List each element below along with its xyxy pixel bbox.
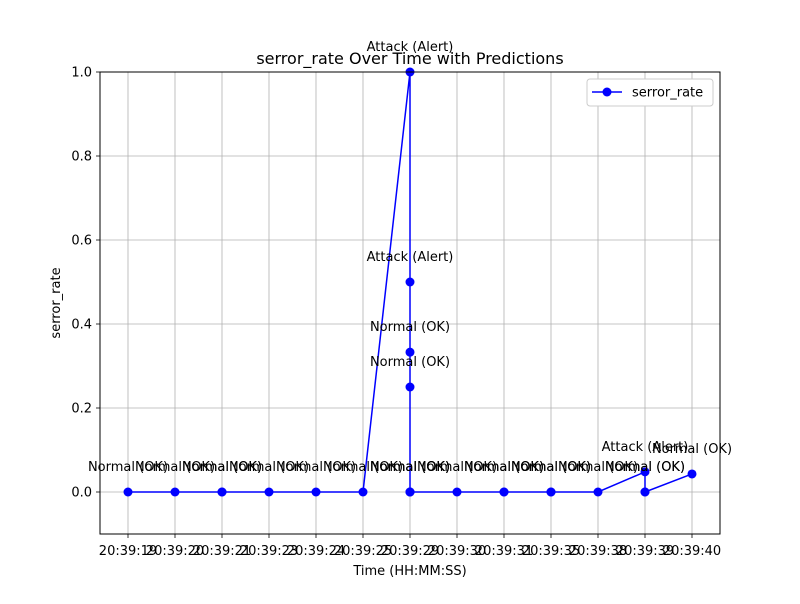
- y-axis-ticks: 0.0 0.2 0.4 0.6 0.8 1.0: [71, 66, 100, 501]
- x-axis-ticks: 20:39:1920:39:2020:39:2120:39:2320:39:24…: [99, 534, 721, 559]
- y-tick-label: 1.0: [71, 66, 92, 81]
- x-tick-label: 20:39:25: [334, 544, 392, 559]
- y-tick-label: 0.0: [71, 486, 92, 501]
- chart-title: serror_rate Over Time with Predictions: [256, 49, 563, 69]
- x-tick-label: 20:39:21: [193, 544, 251, 559]
- point-label: Normal (OK): [464, 460, 544, 475]
- point-label: Normal (OK): [417, 460, 497, 475]
- y-tick-label: 0.4: [71, 318, 92, 333]
- data-point: [405, 277, 415, 287]
- x-tick-label: 20:39:19: [99, 544, 157, 559]
- point-label: Normal (OK): [182, 460, 262, 475]
- point-annotations: Normal (OK)Normal (OK)Normal (OK)Normal …: [88, 40, 732, 475]
- point-label: Normal (OK): [370, 460, 450, 475]
- point-label: Normal (OK): [135, 460, 215, 475]
- point-label: Normal (OK): [88, 460, 168, 475]
- point-label: Normal (OK): [511, 460, 591, 475]
- y-tick-label: 0.2: [71, 402, 92, 417]
- x-tick-label: 20:39:40: [663, 544, 721, 559]
- data-point: [687, 469, 697, 479]
- point-label: Normal (OK): [276, 460, 356, 475]
- point-label: Normal (OK): [558, 460, 638, 475]
- x-tick-label: 20:39:30: [428, 544, 486, 559]
- point-label: Normal (OK): [323, 460, 403, 475]
- point-label: Normal (OK): [370, 460, 450, 475]
- legend-box: [586, 78, 714, 107]
- legend-marker-icon: [602, 87, 612, 97]
- x-tick-label: 20:39:38: [569, 544, 627, 559]
- series-line: [128, 71, 693, 494]
- data-point: [311, 487, 321, 497]
- data-point: [640, 467, 650, 477]
- data-point: [217, 487, 227, 497]
- point-label: Attack (Alert): [367, 40, 454, 55]
- y-tick-label: 0.6: [71, 234, 92, 249]
- point-label: Normal (OK): [182, 460, 262, 475]
- data-point: [546, 487, 556, 497]
- point-label: Normal (OK): [652, 442, 732, 457]
- series-serror-rate: [123, 67, 697, 497]
- x-tick-label: 20:39:20: [146, 544, 204, 559]
- data-point: [405, 347, 415, 357]
- point-label: Normal (OK): [229, 460, 309, 475]
- point-label: Normal (OK): [370, 460, 450, 475]
- x-tick-label: 20:39:29: [381, 544, 439, 559]
- point-label: Attack (Alert): [602, 440, 689, 455]
- y-tick-label: 0.8: [71, 150, 92, 165]
- x-tick-label: 20:39:39: [616, 544, 674, 559]
- point-label: Normal (OK): [370, 355, 450, 370]
- x-tick-label: 20:39:35: [522, 544, 580, 559]
- data-point: [452, 487, 462, 497]
- x-axis-label: Time (HH:MM:SS): [352, 564, 466, 579]
- data-point: [640, 487, 650, 497]
- point-label: Normal (OK): [511, 460, 591, 475]
- data-point: [358, 487, 368, 497]
- point-label: Normal (OK): [605, 460, 685, 475]
- data-point: [405, 382, 415, 392]
- data-point: [123, 487, 133, 497]
- legend: serror_rate: [586, 78, 714, 107]
- data-point: [405, 487, 415, 497]
- x-tick-label: 20:39:31: [475, 544, 533, 559]
- point-label: Normal (OK): [370, 320, 450, 335]
- x-tick-label: 20:39:24: [287, 544, 345, 559]
- x-tick-label: 20:39:23: [240, 544, 298, 559]
- point-label: Attack (Alert): [367, 250, 454, 265]
- data-point: [593, 487, 603, 497]
- data-point: [264, 487, 274, 497]
- y-axis-label: serror_rate: [49, 267, 64, 338]
- data-point: [170, 487, 180, 497]
- point-label: Normal (OK): [605, 460, 685, 475]
- legend-label: serror_rate: [632, 86, 703, 101]
- point-label: Normal (OK): [464, 460, 544, 475]
- data-point: [499, 487, 509, 497]
